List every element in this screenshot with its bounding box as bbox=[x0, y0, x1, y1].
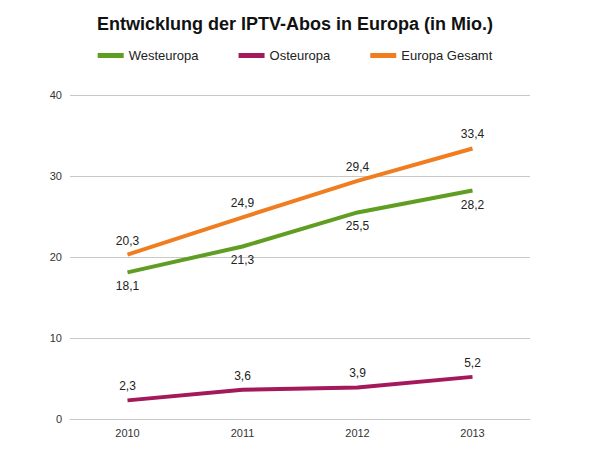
svg-text:2013: 2013 bbox=[460, 427, 484, 439]
svg-text:0: 0 bbox=[56, 413, 62, 425]
svg-text:2012: 2012 bbox=[345, 427, 369, 439]
svg-text:3,9: 3,9 bbox=[349, 366, 366, 380]
svg-text:2010: 2010 bbox=[115, 427, 139, 439]
svg-text:3,6: 3,6 bbox=[234, 369, 251, 383]
svg-text:Osteuropa: Osteuropa bbox=[270, 48, 331, 63]
svg-text:40: 40 bbox=[50, 89, 62, 101]
svg-text:5,2: 5,2 bbox=[464, 356, 481, 370]
svg-text:Europa Gesamt: Europa Gesamt bbox=[401, 48, 492, 63]
svg-text:29,4: 29,4 bbox=[346, 160, 370, 174]
svg-text:Entwicklung der IPTV-Abos in E: Entwicklung der IPTV-Abos in Europa (in … bbox=[97, 14, 493, 34]
svg-text:25,5: 25,5 bbox=[346, 219, 370, 233]
svg-text:10: 10 bbox=[50, 332, 62, 344]
svg-text:30: 30 bbox=[50, 170, 62, 182]
svg-text:2011: 2011 bbox=[231, 427, 255, 439]
svg-text:24,9: 24,9 bbox=[231, 196, 255, 210]
svg-text:28,2: 28,2 bbox=[461, 198, 485, 212]
svg-text:18,1: 18,1 bbox=[116, 279, 140, 293]
svg-text:21,3: 21,3 bbox=[231, 253, 255, 267]
svg-text:20: 20 bbox=[50, 251, 62, 263]
svg-text:20,3: 20,3 bbox=[116, 234, 140, 248]
svg-text:33,4: 33,4 bbox=[461, 127, 485, 141]
svg-text:2,3: 2,3 bbox=[119, 379, 136, 393]
svg-text:Westeuropa: Westeuropa bbox=[129, 48, 200, 63]
